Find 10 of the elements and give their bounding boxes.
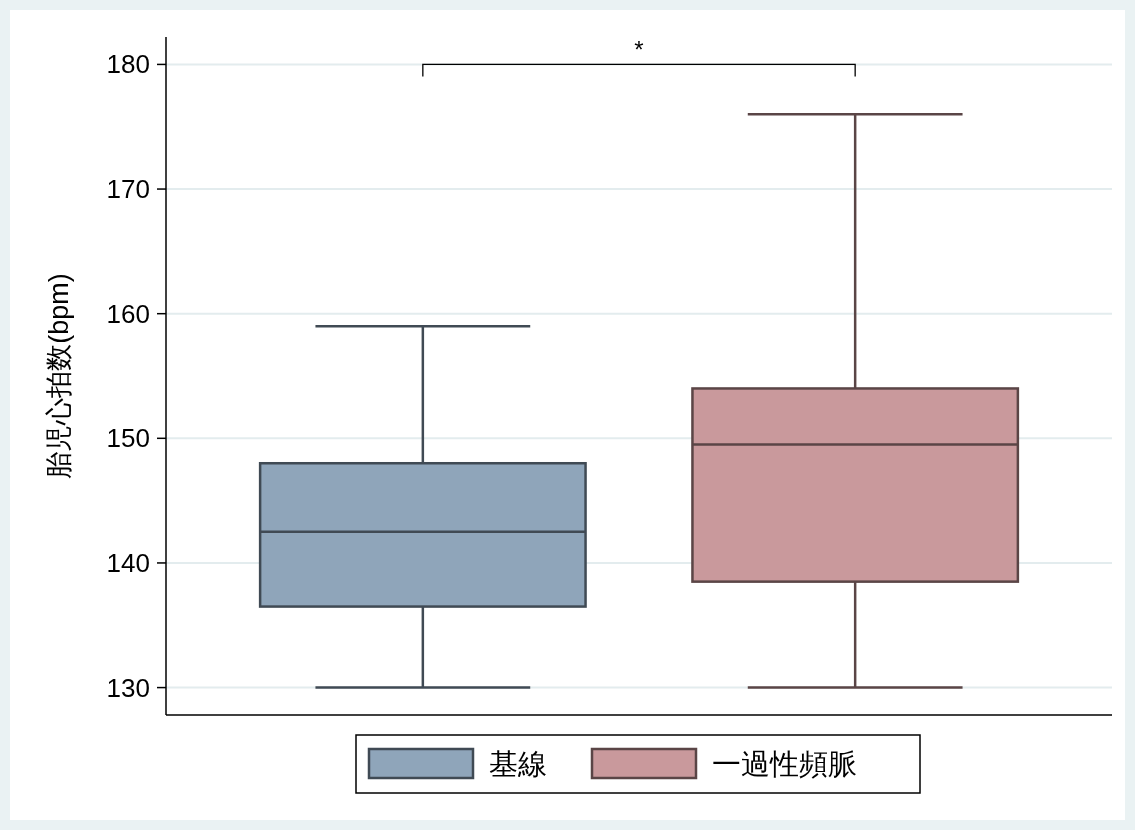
y-tick-label: 170 bbox=[106, 174, 150, 205]
y-tick-label: 180 bbox=[106, 49, 150, 80]
legend-label: 基線 bbox=[489, 748, 547, 780]
y-tick-label: 140 bbox=[106, 547, 150, 578]
y-tick-label: 150 bbox=[106, 423, 150, 454]
annotation: * bbox=[634, 36, 644, 64]
y-axis-title: 胎児心拍数(bpm) bbox=[44, 273, 74, 479]
legend-label: 一過性頻脈 bbox=[712, 748, 857, 780]
y-tick-label: 130 bbox=[106, 672, 150, 703]
y-tick-label: 160 bbox=[106, 298, 150, 329]
